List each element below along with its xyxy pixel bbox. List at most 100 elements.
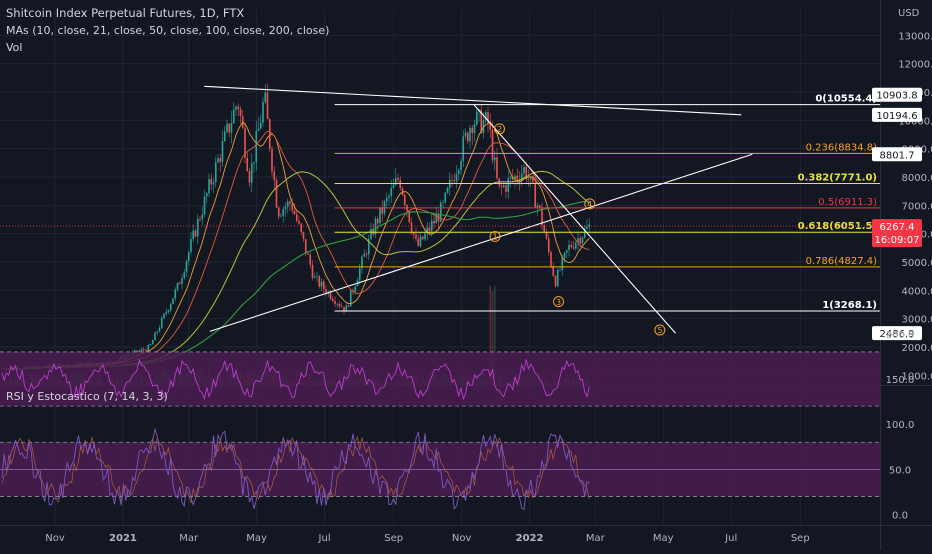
candle-body (548, 238, 550, 251)
candle-body (366, 254, 368, 255)
candle-body (282, 209, 284, 216)
candle-body (174, 290, 176, 299)
candle-body (213, 182, 215, 184)
candle-body (269, 119, 271, 149)
candle-body (330, 292, 332, 299)
candle-body (143, 349, 145, 350)
candle-body (438, 215, 440, 222)
price-tag-text: 10194.6 (876, 111, 917, 122)
candle-body (179, 283, 181, 284)
candle-body (568, 245, 570, 250)
candle-body (582, 237, 584, 243)
candle-body (278, 207, 280, 216)
candle-body (552, 266, 554, 276)
candle-body (557, 270, 559, 286)
candle-body (469, 128, 471, 141)
candle-body (258, 128, 260, 130)
price-tag-text: 10903.8 (876, 91, 917, 102)
candle-body (228, 124, 230, 133)
rsi-legend[interactable]: RSI y Estocastico (7, 14, 3, 3) (6, 390, 168, 403)
candle-body (534, 183, 536, 208)
candle-body (152, 340, 154, 344)
candle-body (145, 350, 147, 351)
price-tag-countdown: 16:09:07 (875, 235, 920, 246)
candle-body (249, 171, 251, 183)
candle-body (199, 219, 201, 220)
candle-body (206, 193, 208, 196)
candle-body (559, 270, 561, 271)
candle-body (318, 276, 320, 286)
candle-body (399, 180, 401, 188)
price-tick-label: 8000.0 (902, 173, 932, 184)
candle-body (336, 304, 338, 305)
wave-label-text: 2 (497, 125, 502, 134)
price-tick-label: 4000.0 (902, 286, 932, 297)
price-tick-label: 2000.0 (902, 343, 932, 354)
candle-body (444, 193, 446, 202)
ma-legend[interactable]: MAs (10, close, 21, close, 50, close, 10… (6, 24, 329, 37)
candle-body (570, 245, 572, 247)
candle-body (573, 247, 575, 248)
candle-body (316, 276, 318, 277)
candle-body (271, 149, 273, 172)
time-tick-label: 2021 (109, 533, 137, 544)
fib-level-label: 0.618(6051.5) (798, 221, 877, 232)
candle-body (494, 157, 496, 160)
candle-body (575, 243, 577, 249)
candle-body (298, 221, 300, 224)
fib-level-label: 0(10554.4) (815, 94, 877, 105)
rsi-tick-label: 200.0 (886, 330, 915, 341)
candle-body (177, 283, 179, 290)
candle-body (186, 261, 188, 272)
candle-body (523, 167, 525, 174)
candle-body (192, 231, 194, 239)
time-tick-label: Mar (179, 533, 199, 544)
fib-level-label: 0.5(6911.3) (818, 197, 877, 208)
price-tag-text: 6267.4 (880, 222, 915, 233)
candle-body (210, 179, 212, 184)
candle-body (195, 231, 197, 237)
candle-body (348, 306, 350, 307)
candle-body (546, 232, 548, 238)
candle-body (294, 210, 296, 214)
candle-body (377, 219, 379, 224)
candle-body (510, 177, 512, 179)
candle-body (197, 219, 199, 236)
candle-body (390, 188, 392, 196)
time-tick-label: Nov (45, 533, 65, 544)
candle-body (467, 133, 469, 142)
volume-legend[interactable]: Vol (6, 41, 22, 54)
time-tick-label: Mar (586, 533, 606, 544)
current-price-tag: 6267.4 16:09:07 (872, 219, 922, 247)
rsi-tick-label: 150.0 (886, 375, 915, 386)
fib-level-label: 0.786(4827.4) (806, 256, 878, 267)
time-tick-label: 2022 (516, 533, 544, 544)
candle-body (465, 133, 467, 137)
candle-body (496, 157, 498, 178)
candle-body (555, 276, 557, 286)
candle-body (260, 123, 262, 129)
candle-body (190, 239, 192, 252)
candle-body (280, 216, 282, 217)
candle-body (453, 180, 455, 181)
time-tick-label: May (653, 533, 674, 544)
candle-body (456, 174, 458, 181)
candle-body (289, 202, 291, 204)
price-tag: 8801.7 (872, 147, 922, 161)
candle-body (334, 301, 336, 304)
candle-body (154, 333, 156, 340)
candle-body (404, 195, 406, 205)
candle-body (579, 238, 581, 243)
chart-title[interactable]: Shitcoin Index Perpetual Futures, 1D, FT… (6, 6, 244, 20)
candle-body (429, 228, 431, 231)
candle-body (332, 299, 334, 301)
wave-label-text: 3 (556, 298, 561, 307)
candle-body (422, 237, 424, 240)
candle-body (388, 196, 390, 198)
candle-body (168, 310, 170, 312)
candle-body (201, 215, 203, 220)
candle-body (550, 252, 552, 266)
candle-body (170, 304, 172, 310)
